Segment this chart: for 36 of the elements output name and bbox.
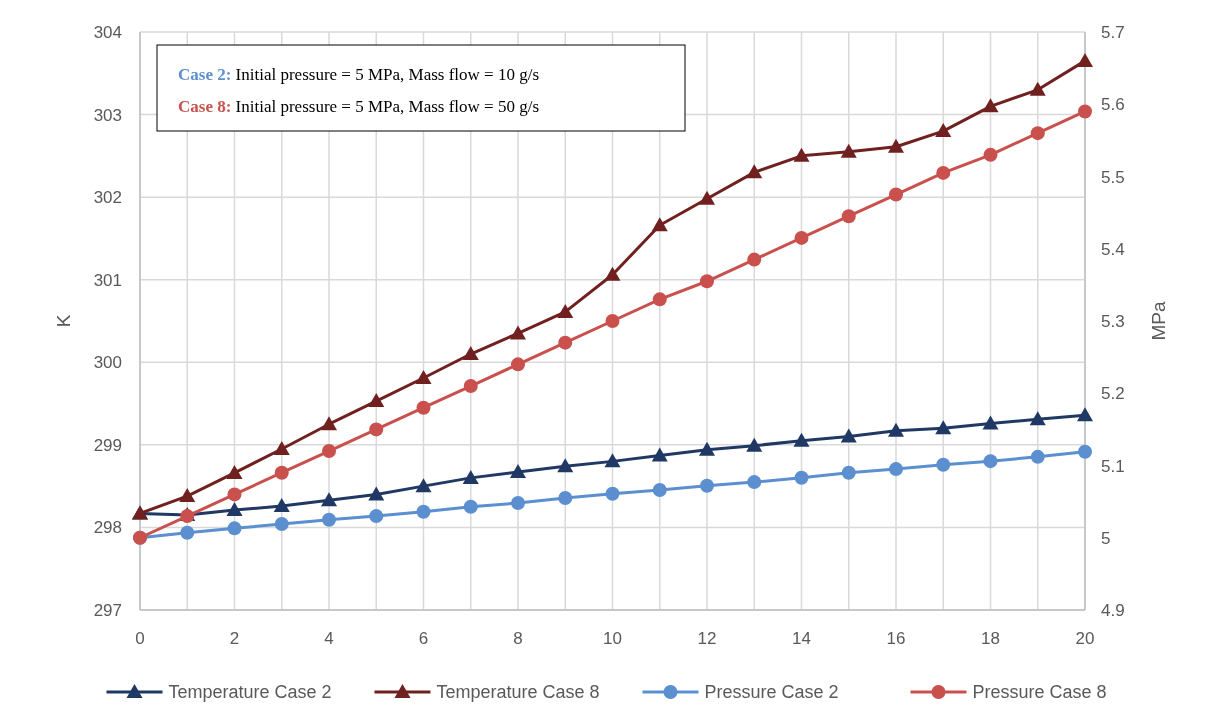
x-tick-label: 8 [513, 629, 523, 648]
annotation: Case 2: Initial pressure = 5 MPa, Mass flow = 10 g/s [178, 65, 540, 84]
x-tick-label: 14 [792, 629, 811, 648]
y2-tick-label: 5.5 [1101, 167, 1125, 187]
x-tick-label: 0 [135, 629, 145, 648]
legend-label: Pressure Case 2 [704, 682, 839, 702]
y2-tick-label: 5.3 [1101, 312, 1125, 331]
y2-tick-label: 5.4 [1101, 239, 1125, 259]
y-tick-label: 299 [93, 435, 122, 455]
legend-label: Pressure Case 8 [972, 682, 1107, 702]
y2-tick-label: 5.7 [1101, 23, 1125, 42]
x-tick-label: 16 [886, 629, 906, 648]
y-tick-label: 298 [93, 518, 122, 538]
y2-tick-label: 5.2 [1101, 384, 1125, 404]
y2-tick-label: 5 [1101, 528, 1111, 548]
y-tick-label: 302 [93, 188, 122, 208]
x-tick-label: 20 [1075, 629, 1095, 648]
y-tick-label: 300 [93, 353, 122, 373]
legend-label: Temperature Case 2 [168, 682, 332, 702]
y2-axis-title: MPa [1148, 301, 1169, 341]
y-tick-label: 297 [93, 601, 122, 620]
y-tick-label: 304 [93, 23, 122, 42]
x-tick-label: 12 [697, 629, 717, 648]
x-tick-label: 10 [603, 629, 622, 648]
x-tick-label: 6 [418, 629, 429, 648]
y-tick-label: 301 [93, 270, 122, 290]
y-tick-label: 303 [93, 105, 122, 125]
x-tick-label: 4 [324, 629, 334, 648]
annotation: Case 8: Initial pressure = 5 MPa, Mass flow = 50 g/s [178, 97, 540, 116]
legend-label: Temperature Case 8 [436, 682, 600, 702]
y2-tick-label: 4.9 [1101, 601, 1125, 620]
y-axis-title: K [53, 314, 74, 328]
y2-tick-label: 5.1 [1101, 456, 1125, 476]
x-tick-label: 2 [229, 629, 240, 648]
y2-tick-label: 5.6 [1101, 95, 1125, 115]
x-tick-label: 18 [981, 629, 1000, 648]
